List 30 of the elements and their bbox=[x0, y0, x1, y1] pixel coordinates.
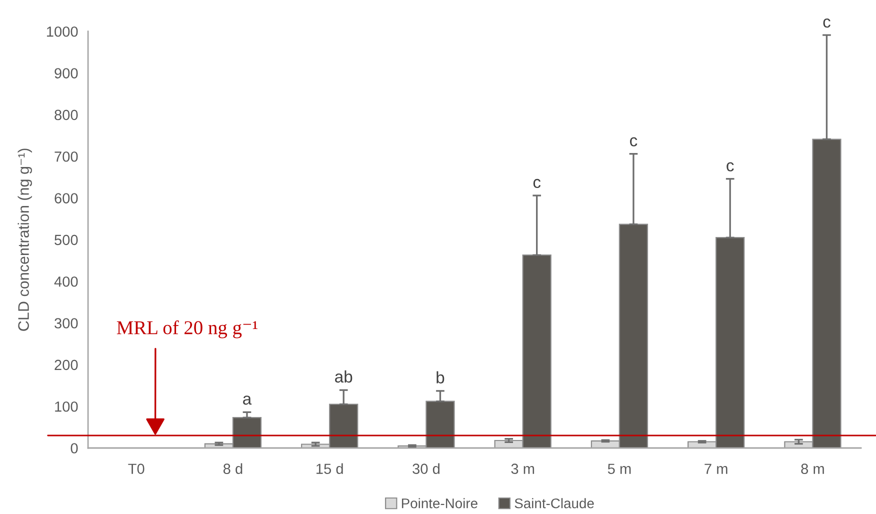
x-tick-label: 8 d bbox=[223, 463, 242, 474]
y-tick-label: 400 bbox=[54, 276, 78, 287]
y-tick-label: 800 bbox=[54, 110, 78, 120]
legend-label: Saint-Claude bbox=[514, 498, 594, 508]
ref-line-label: MRL of 20 ng g⁻¹ bbox=[116, 320, 258, 338]
annotation: ab bbox=[335, 370, 352, 383]
x-tick-label: 7 m bbox=[704, 464, 728, 474]
y-axis-title: CLD concentration (ng g⁻¹) bbox=[18, 148, 32, 331]
y-tick-label: 200 bbox=[54, 360, 78, 370]
y-tick-label: 0 bbox=[70, 443, 78, 454]
x-tick-label: 5 m bbox=[608, 464, 631, 474]
y-tick-label: 300 bbox=[54, 318, 78, 328]
annotation: c bbox=[630, 137, 638, 146]
x-tick-label: 15 d bbox=[316, 463, 343, 474]
y-tick-label: 700 bbox=[54, 151, 78, 162]
x-tick-label: 30 d bbox=[412, 463, 440, 474]
annotation: c bbox=[726, 162, 734, 172]
annotation: c bbox=[533, 178, 541, 188]
y-tick-label: 500 bbox=[54, 234, 78, 246]
text: c bbox=[823, 18, 830, 28]
y-tick-label: 900 bbox=[54, 68, 78, 78]
annotation: a bbox=[243, 396, 252, 405]
legend-label: Pointe-Noire bbox=[402, 498, 478, 508]
y-tick-label: 100 bbox=[55, 401, 78, 412]
x-tick-label: T0 bbox=[128, 464, 144, 474]
annotation: b bbox=[436, 371, 444, 384]
y-tick-label: 1000 bbox=[46, 26, 78, 37]
x-tick-label: 3 m bbox=[511, 464, 534, 474]
y-tick-label: 600 bbox=[54, 193, 78, 204]
x-tick-label: 8 m bbox=[801, 464, 824, 474]
